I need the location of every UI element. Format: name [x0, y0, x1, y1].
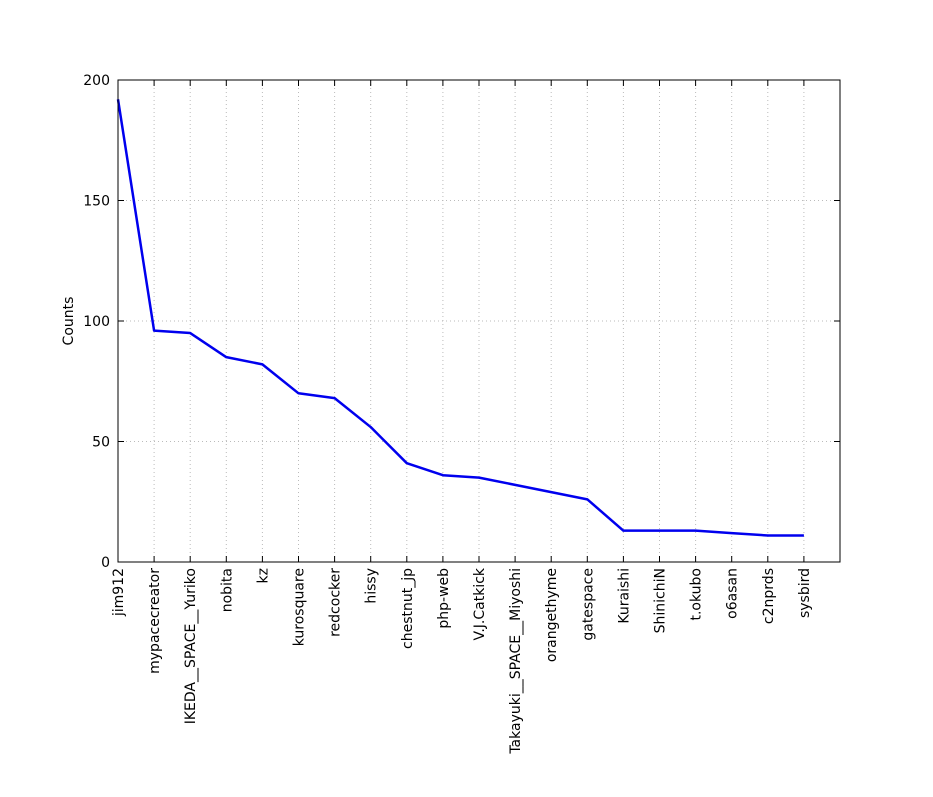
y-tick-label: 200 [83, 73, 110, 89]
y-tick-label: 50 [92, 435, 110, 451]
x-tick-label: kz [255, 568, 271, 583]
y-tick-label: 150 [83, 194, 110, 210]
x-tick-label: kurosquare [292, 568, 308, 646]
x-tick-label: jim912 [111, 568, 127, 617]
x-tick-label: t.okubo [689, 568, 705, 621]
x-tick-label: V.J.Catkick [472, 567, 488, 640]
plot-frame [117, 79, 841, 563]
x-tick-label: o6asan [725, 568, 741, 619]
x-tick-label: Kuraishi [616, 568, 632, 624]
x-tick-label: orangethyme [544, 568, 560, 662]
x-tick-label: gatespace [580, 568, 596, 641]
y-tick-label: 100 [83, 314, 110, 330]
x-tick-label: ShinichiN [653, 568, 669, 633]
x-tick-label: mypacecreator [147, 568, 163, 674]
x-tick-label: redcocker [328, 568, 344, 637]
x-tick-label: nobita [219, 568, 235, 612]
x-tick-label: php-web [436, 568, 452, 629]
line [116, 99, 804, 537]
x-tick-label: c2nprds [761, 568, 777, 624]
y-tick-label: 0 [101, 555, 110, 571]
y-axis-label: Counts [61, 297, 77, 346]
x-tick-label: IKEDA__SPACE__Yuriko [183, 568, 199, 724]
x-tick-label: sysbird [797, 568, 813, 618]
x-tick-label: Takayuki__SPACE__Miyoshi [508, 568, 524, 755]
x-tick-label: chestnut_jp [400, 568, 416, 649]
x-tick-label: hissy [364, 568, 380, 604]
